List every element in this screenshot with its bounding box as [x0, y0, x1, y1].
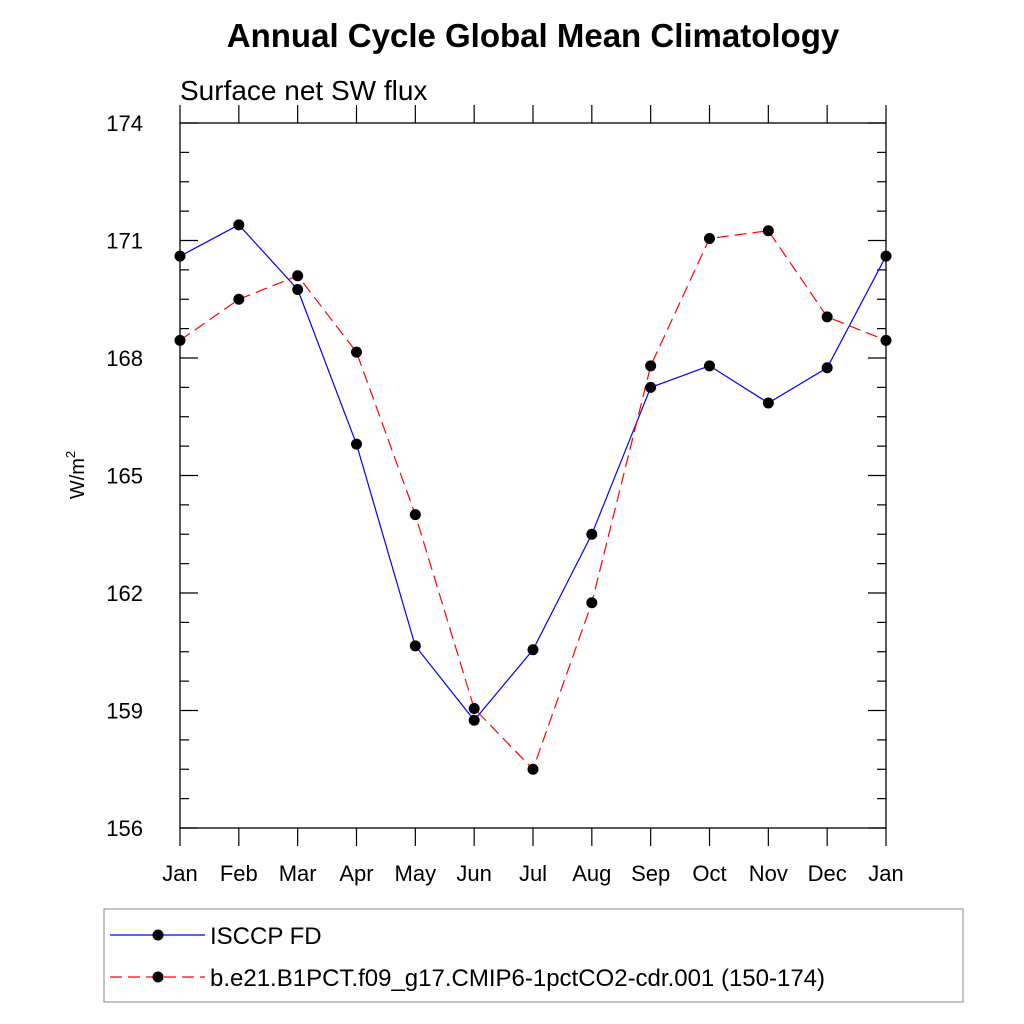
legend-label-model: b.e21.B1PCT.f09_g17.CMIP6-1pctCO2-cdr.00… — [210, 965, 825, 992]
x-tick-label: Jun — [456, 861, 491, 886]
y-tick-label: 174 — [106, 111, 143, 136]
series-0-point — [586, 528, 598, 540]
series-1-point — [645, 360, 657, 372]
y-tick-label: 162 — [106, 581, 143, 606]
x-tick-label: Nov — [749, 861, 788, 886]
legend-marker-isccp — [152, 929, 164, 941]
legend-box — [103, 908, 964, 1003]
chart-title: Annual Cycle Global Mean Climatology — [227, 17, 840, 54]
x-tick-label: Oct — [692, 861, 726, 886]
y-tick-label: 165 — [106, 464, 143, 489]
chart-subtitle: Surface net SW flux — [180, 75, 427, 106]
series-0-point — [762, 397, 774, 409]
series-0-point — [468, 714, 480, 726]
series-0-point — [704, 360, 715, 372]
x-tick-label: Jan — [868, 861, 903, 886]
x-tick-label: Sep — [631, 861, 670, 886]
series-0-point — [645, 381, 657, 393]
legend-entry-isccp: ISCCP FD — [110, 923, 322, 950]
series-1-point — [351, 346, 362, 358]
series-1-point — [586, 597, 598, 609]
series-0-point — [351, 438, 362, 450]
x-tick-label: Apr — [339, 861, 373, 886]
series-0-point — [174, 250, 186, 262]
y-tick-labels: 156 159 162 165 168 171 174 — [106, 111, 143, 841]
y-tick-label: 159 — [106, 699, 143, 724]
series-1-point — [468, 703, 480, 715]
series-0-point — [409, 640, 421, 652]
x-tick-label: Jul — [519, 861, 547, 886]
x-tick-labels: Jan Feb Mar Apr May Jun Jul Aug Sep Oct Nov Dec Jan — [162, 861, 903, 886]
series-0-point — [233, 219, 245, 231]
series-1-point — [704, 233, 715, 245]
axis-ticks — [179, 105, 887, 846]
series-1-point — [880, 334, 892, 346]
y-tick-label: 171 — [106, 229, 143, 254]
series-0-point — [527, 644, 539, 656]
plot-frame — [179, 122, 887, 829]
series-0-point — [292, 283, 304, 295]
series-1-point — [233, 293, 245, 305]
x-tick-label: May — [395, 861, 437, 886]
series-line-1 — [179, 230, 887, 771]
series-1-point — [292, 270, 304, 282]
x-tick-label: Jan — [162, 861, 197, 886]
series-1-point — [174, 334, 186, 346]
x-tick-label: Dec — [808, 861, 847, 886]
x-tick-label: Aug — [572, 861, 611, 886]
series-1-point — [762, 225, 774, 237]
series-1-point — [527, 763, 539, 775]
legend-label-isccp: ISCCP FD — [210, 923, 322, 950]
series-1-point — [821, 311, 833, 323]
series-0-point — [821, 362, 833, 374]
y-tick-label: 156 — [106, 816, 143, 841]
y-axis-label: W/m2 — [63, 451, 89, 499]
x-tick-label: Mar — [279, 861, 317, 886]
series-1-point — [409, 509, 421, 521]
legend-marker-model — [152, 971, 164, 983]
x-tick-label: Feb — [220, 861, 258, 886]
legend-entry-model: b.e21.B1PCT.f09_g17.CMIP6-1pctCO2-cdr.00… — [110, 965, 825, 992]
y-tick-label: 168 — [106, 346, 143, 371]
series-0-point — [880, 250, 892, 262]
series-layer — [174, 219, 892, 775]
